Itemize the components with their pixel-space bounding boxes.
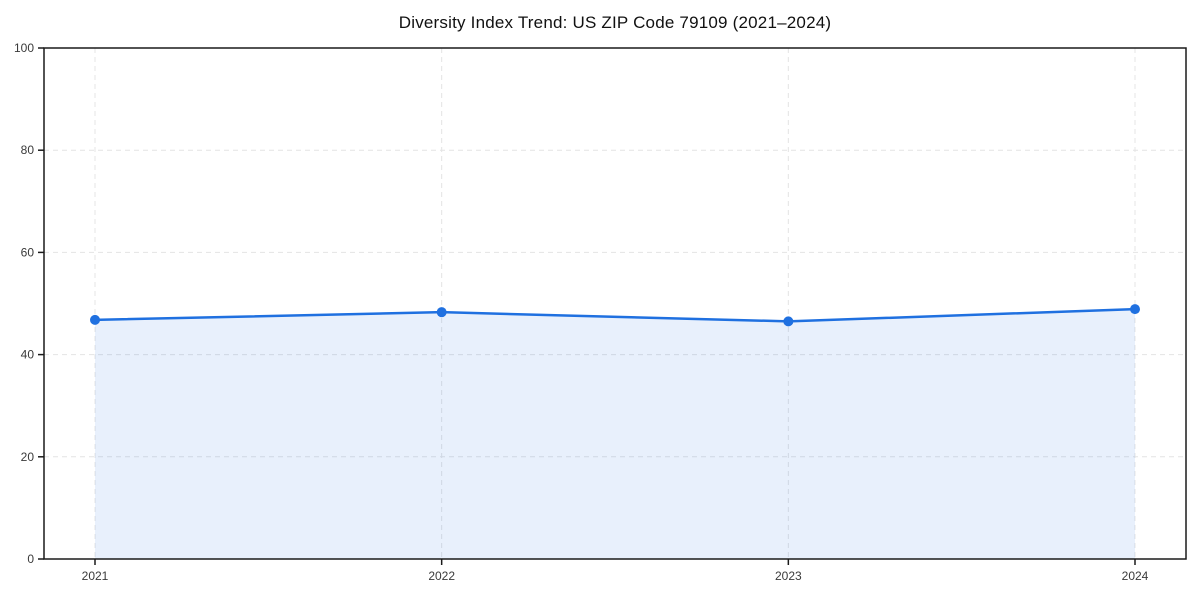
data-point-2021	[90, 314, 100, 325]
plot-border	[43, 47, 1187, 560]
trend-line	[93, 307, 1137, 323]
axis-tick-labels: 0 20 40 60 80 100 2021 2022 2023 2024	[14, 41, 1149, 583]
y-tick-label: 40	[21, 348, 35, 362]
y-tick-label: 20	[21, 450, 35, 464]
data-point-2024	[1130, 304, 1140, 315]
x-tick-label: 2024	[1122, 569, 1149, 583]
x-tick-label: 2022	[428, 569, 455, 583]
area-fill	[95, 309, 1135, 559]
x-tick-label: 2021	[82, 569, 109, 583]
axis-ticks	[38, 47, 1136, 565]
chart-title: Diversity Index Trend: US ZIP Code 79109…	[398, 13, 832, 32]
y-tick-label: 60	[21, 245, 35, 259]
x-tick-label: 2023	[775, 569, 802, 583]
y-tick-label: 0	[27, 552, 34, 566]
data-point-2022	[436, 307, 447, 318]
data-points	[90, 304, 1140, 327]
y-tick-label: 100	[14, 41, 34, 55]
y-tick-label: 80	[21, 143, 35, 157]
data-point-2023	[783, 316, 794, 327]
